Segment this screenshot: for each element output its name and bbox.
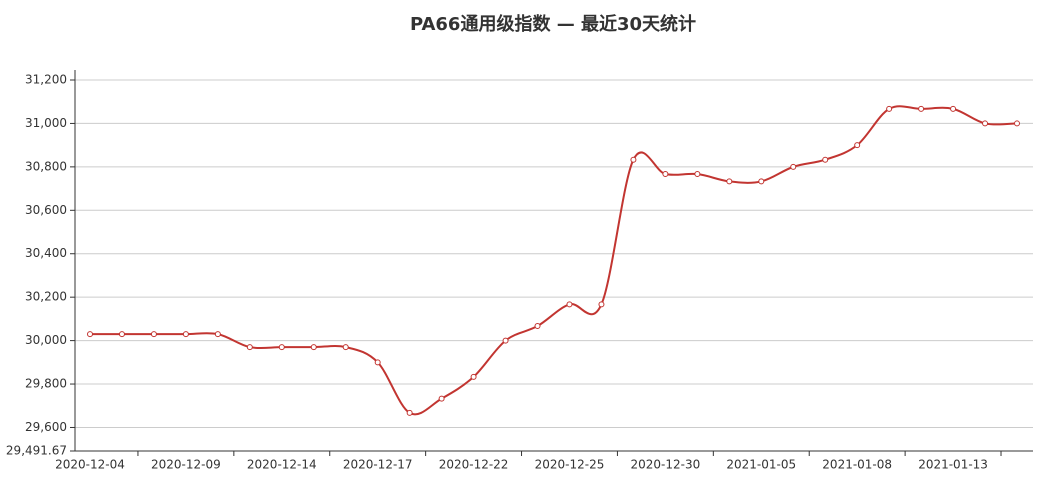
x-tick-label: 2020-12-30 [631,458,701,472]
point [694,171,701,178]
point [758,178,765,185]
point [662,171,669,178]
point [790,163,797,170]
point [886,105,893,112]
point [470,373,477,380]
point [246,344,253,351]
x-tick-label: 2020-12-14 [247,458,317,472]
y-tick-label: 30,800 [25,159,67,173]
line [89,105,1018,416]
y-tick-label: 31,200 [25,73,67,87]
y-tick-label: 30,400 [25,246,67,260]
y-tick-label: 29,800 [25,377,67,391]
x-tick-label: 2021-01-05 [726,458,796,472]
y-tick-label: 30,200 [25,290,67,304]
x-tick-label: 2020-12-17 [343,458,413,472]
point [502,337,509,344]
point [438,395,445,402]
point [1014,120,1020,127]
x-tick-label: 2020-12-25 [535,458,605,472]
point [566,301,573,308]
point [534,323,541,330]
point [118,331,125,338]
point [598,301,605,308]
point [982,120,989,127]
point [950,105,957,112]
point [214,331,221,338]
point [822,156,829,163]
point [310,344,317,351]
x-tick-label: 2020-12-22 [439,458,509,472]
chart-title: PA66通用级指数 — 最近30天统计 [410,13,696,35]
y-tick-label: 29,600 [25,420,67,434]
point [87,331,93,338]
y-tick-label: 29,491.67 [6,444,67,458]
point [182,331,189,338]
point [726,178,733,185]
x-tick-label: 2020-12-04 [55,458,125,472]
point [630,156,637,163]
point [150,331,157,338]
x-tick-label: 2021-01-13 [918,458,988,472]
point [918,105,925,112]
x-tick-label: 2020-12-09 [151,458,221,472]
point [854,142,861,149]
y-tick-label: 30,600 [25,203,67,217]
x-tick-label: 2021-01-08 [822,458,892,472]
y-tick-label: 30,000 [25,333,67,347]
y-tick-label: 31,000 [25,116,67,130]
point [406,409,413,416]
point [278,344,285,351]
point [374,359,381,366]
point [342,344,349,351]
